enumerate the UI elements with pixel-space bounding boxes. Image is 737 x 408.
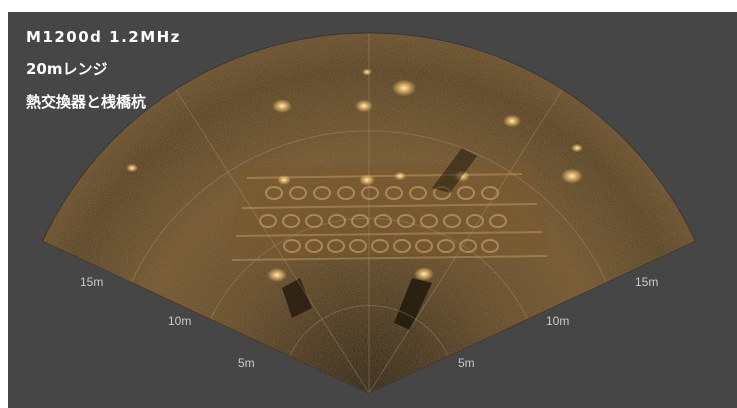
tube-ring-echo (443, 214, 461, 228)
pile-shadow-right-far (432, 148, 477, 193)
range-label-right-10m: 10m (546, 314, 569, 328)
range-label-left-10m: 10m (168, 314, 191, 328)
tube-ring-echo (466, 214, 484, 228)
tube-row-edge (241, 203, 538, 209)
tube-row-edge (235, 231, 543, 237)
tube-ring-echo (393, 239, 411, 253)
sonar-fan-image: 5m 5m 10m 10m 15m 15m (42, 32, 696, 394)
pile-echo (392, 79, 416, 97)
tube-ring-echo (337, 186, 355, 200)
tube-ring-echo (282, 214, 300, 228)
range-ring (130, 130, 608, 283)
tube-ring-echo (351, 214, 369, 228)
tube-ring-echo (289, 186, 307, 200)
pile-echo (277, 175, 291, 185)
tube-row-edge (246, 173, 523, 179)
range-label-right-15m: 15m (635, 275, 658, 289)
pile-echo (355, 99, 373, 113)
pile-echo (414, 267, 434, 281)
pile-echo (561, 168, 583, 184)
tube-ring-echo (459, 239, 477, 253)
tube-ring-echo (259, 214, 277, 228)
tube-ring-echo (328, 214, 346, 228)
pile-echo (359, 174, 375, 186)
bearing-line (175, 89, 370, 393)
tube-ring-echo (489, 214, 507, 228)
tube-ring-echo (371, 239, 389, 253)
range-ring (289, 305, 449, 357)
tube-ring-echo (409, 186, 427, 200)
tube-ring-echo (385, 186, 403, 200)
sonar-fan (42, 33, 696, 393)
tube-ring-echo (420, 214, 438, 228)
pile-shadow-right (394, 278, 432, 330)
tube-row-edge (231, 255, 548, 261)
pile-echo (126, 163, 138, 173)
range-setting-label: 20mレンジ (26, 60, 108, 78)
tube-ring-echo (437, 239, 455, 253)
pile-echo (362, 68, 372, 76)
tube-ring-echo (349, 239, 367, 253)
tube-ring-echo (457, 186, 475, 200)
heat-exchanger-echo (227, 163, 552, 258)
pier-pile-echoes (126, 68, 583, 282)
pile-echo (571, 143, 583, 153)
pile-echo (503, 114, 521, 128)
tube-ring-echo (305, 214, 323, 228)
heat-exchanger-rings (231, 173, 548, 261)
tube-ring-echo (305, 239, 323, 253)
tube-ring-echo (374, 214, 392, 228)
fan-outline (42, 32, 696, 394)
pile-echo (267, 268, 287, 282)
tube-ring-echo (415, 239, 433, 253)
tube-ring-echo (481, 186, 499, 200)
subject-label: 熱交換器と桟橋杭 (26, 93, 147, 111)
tube-ring-echo (283, 239, 301, 253)
range-ring (210, 217, 528, 320)
pile-echo (394, 171, 406, 181)
tube-ring-echo (397, 214, 415, 228)
tube-ring-echo (313, 186, 331, 200)
pile-shadow-left (282, 278, 312, 318)
pile-echo (272, 99, 292, 113)
sonar-model-label: M1200d 1.2MHz (26, 28, 181, 46)
tube-ring-echo (481, 239, 499, 253)
tube-ring-echo (327, 239, 345, 253)
bearing-line (368, 89, 563, 393)
tube-ring-echo (265, 186, 283, 200)
range-label-left-15m: 15m (80, 275, 103, 289)
range-label-right-5m: 5m (458, 356, 475, 370)
tube-ring-echo (361, 186, 379, 200)
range-label-left-5m: 5m (238, 356, 255, 370)
